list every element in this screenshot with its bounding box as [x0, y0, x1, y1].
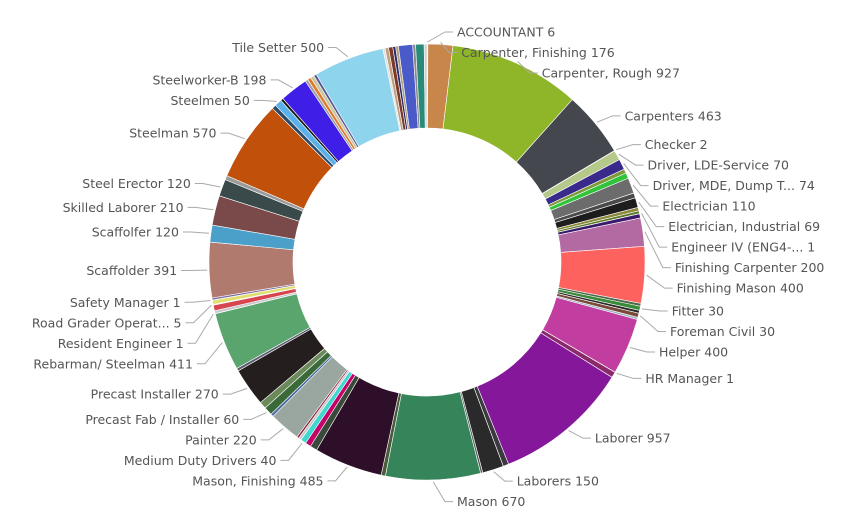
leader-steelmen: [253, 99, 277, 102]
label-electrician: Electrician 110: [662, 199, 755, 214]
label-engineer-iv-eng4: Engineer IV (ENG4-... 1: [671, 240, 815, 255]
label-steelman: Steelman 570: [129, 126, 216, 141]
label-precast-installer: Precast Installer 270: [91, 387, 219, 402]
leader-precast-installer: [222, 387, 248, 395]
leader-rebarman-steelman: [196, 342, 223, 365]
label-fitter: Fitter 30: [672, 303, 724, 318]
label-hr-manager: HR Manager 1: [645, 371, 734, 386]
leader-engineer-iv-eng4: [641, 213, 668, 248]
leader-fitter: [641, 308, 668, 312]
leader-precast-fab-installer: [243, 412, 267, 420]
leader-steelman: [220, 132, 245, 140]
label-precast-fab-installer: Precast Fab / Installer 60: [85, 412, 239, 427]
label-driver-lde-service: Driver, LDE-Service 70: [648, 158, 790, 173]
leader-mason: [432, 481, 453, 503]
label-carpenter-rough: Carpenter, Rough 927: [542, 66, 680, 81]
label-mason-finishing: Mason, Finishing 485: [192, 473, 323, 488]
label-laborers: Laborers 150: [517, 474, 599, 489]
leader-laborers: [493, 471, 513, 482]
leader-resident-engineer: [187, 313, 214, 344]
label-accountant: ACCOUNTANT 6: [457, 25, 555, 40]
label-helper: Helper 400: [659, 344, 728, 359]
label-mason: Mason 670: [457, 494, 525, 509]
leader-finishing-mason: [646, 274, 673, 289]
leader-carpenters: [596, 115, 621, 123]
slice-labels: ACCOUNTANT 6 Carpenter, Finishing 176 Carp…: [32, 25, 824, 510]
label-checker: Checker 2: [645, 137, 708, 152]
leader-checker: [616, 144, 641, 151]
label-tile-setter: Tile Setter 500: [231, 40, 324, 55]
label-carpenter-finishing: Carpenter, Finishing 176: [461, 45, 615, 60]
leader-medium-duty-drivers: [280, 442, 303, 461]
label-skilled-laborer: Skilled Laborer 210: [63, 200, 184, 215]
leader-road-grader-operat: [185, 304, 212, 324]
label-finishing-mason: Finishing Mason 400: [677, 281, 804, 296]
label-painter: Painter 220: [185, 432, 257, 447]
leader-lines: [181, 31, 673, 503]
label-foreman-civil: Foreman Civil 30: [670, 324, 775, 339]
leader-skilled-laborer: [187, 206, 214, 211]
label-scaffolder: Scaffolder 391: [86, 263, 177, 278]
leader-electrician-industrial: [638, 201, 665, 228]
leader-tile-setter: [328, 46, 349, 58]
slice-unlabeled-75[interactable]: [423, 43, 428, 129]
label-rebarman-steelman: Rebarman/ Steelman 411: [33, 356, 193, 371]
label-steelworker-b: Steelworker-B 198: [152, 72, 266, 87]
leader-driver-lde-service: [618, 153, 644, 166]
label-scaffolfer: Scaffolfer 120: [92, 224, 179, 239]
leader-scaffolfer: [182, 231, 209, 234]
leader-steel-erector: [194, 183, 221, 188]
label-driver-mde-dump-t: Driver, MDE, Dump T... 74: [653, 178, 815, 193]
label-resident-engineer: Resident Engineer 1: [58, 336, 184, 351]
leader-carpenter-rough: [517, 61, 538, 74]
leader-safety-manager: [184, 300, 211, 303]
leader-carpenter-finishing: [440, 42, 458, 54]
donut-slices: [208, 43, 646, 481]
leader-steelworker-b: [270, 79, 293, 89]
leader-foreman-civil: [639, 315, 666, 332]
label-road-grader-operat: Road Grader Operat... 5: [32, 315, 182, 330]
leader-finishing-carpenter: [644, 231, 671, 269]
leader-hr-manager: [616, 372, 642, 379]
leader-laborer: [568, 430, 591, 439]
leader-helper: [629, 346, 655, 353]
leader-mason-finishing: [327, 466, 348, 482]
leader-accountant: [427, 31, 453, 43]
label-carpenters: Carpenters 463: [625, 108, 722, 123]
label-steelmen: Steelmen 50: [170, 93, 249, 108]
label-laborer: Laborer 957: [595, 431, 671, 446]
label-finishing-carpenter: Finishing Carpenter 200: [675, 260, 825, 275]
leader-painter: [260, 428, 284, 441]
leader-driver-mde-dump-t: [623, 163, 649, 187]
leader-electrician: [632, 184, 659, 207]
label-steel-erector: Steel Erector 120: [82, 176, 191, 191]
label-electrician-industrial: Electrician, Industrial 69: [668, 219, 820, 234]
label-medium-duty-drivers: Medium Duty Drivers 40: [124, 453, 277, 468]
label-safety-manager: Safety Manager 1: [70, 295, 181, 310]
